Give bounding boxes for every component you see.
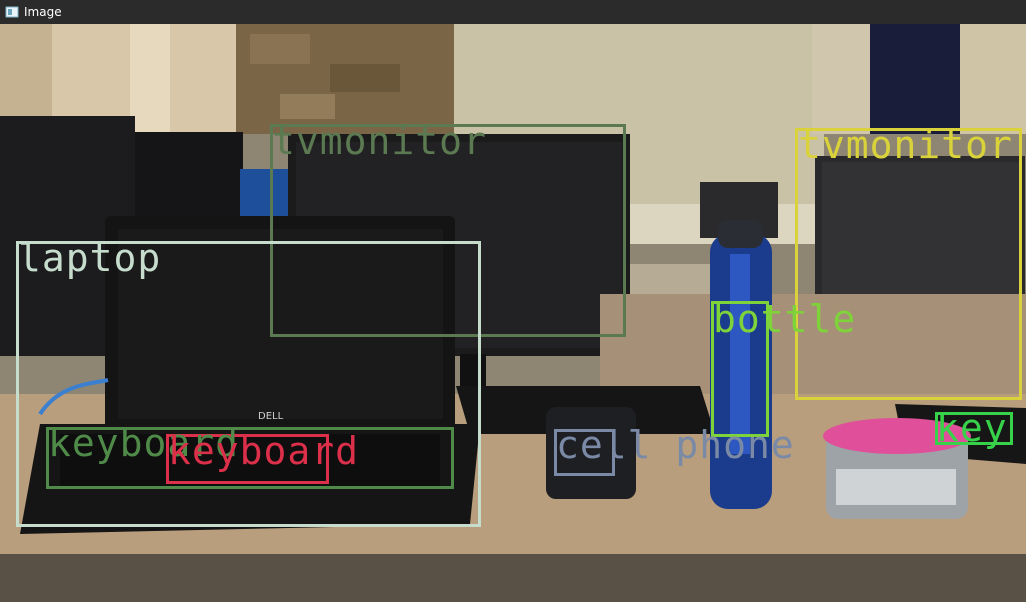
detection-label-tvmonitor: tvmonitor xyxy=(272,119,487,163)
detection-label-key: key xyxy=(936,406,1008,450)
image-viewport: DELL tvmonitor laptop tvmonitor bottle k… xyxy=(0,24,1026,602)
svg-text:DELL: DELL xyxy=(258,411,284,422)
detection-label-bottle: bottle xyxy=(713,297,857,341)
detection-label-cell-phone: cell phone xyxy=(556,423,795,467)
detection-box-bottle xyxy=(711,301,769,437)
image-window-icon xyxy=(5,6,19,18)
detection-label-keyboard: keyboard xyxy=(168,429,360,473)
detection-box-key xyxy=(935,412,1013,445)
detection-box-tvmonitor xyxy=(795,128,1022,400)
window-title: Image xyxy=(24,5,62,19)
detection-box-tvmonitor xyxy=(270,124,626,337)
detection-label-tvmonitor: tvmonitor xyxy=(798,123,1013,167)
detection-box-keyboard xyxy=(46,427,454,489)
detection-box-cell-phone xyxy=(554,429,615,476)
office-desk-photo: DELL xyxy=(0,24,1026,602)
detection-label-laptop: laptop xyxy=(18,236,162,280)
detection-label-keyboard: keyboard xyxy=(48,421,240,465)
detection-box-laptop xyxy=(16,241,481,527)
detection-box-keyboard xyxy=(166,434,329,484)
title-bar: Image xyxy=(0,0,1026,24)
